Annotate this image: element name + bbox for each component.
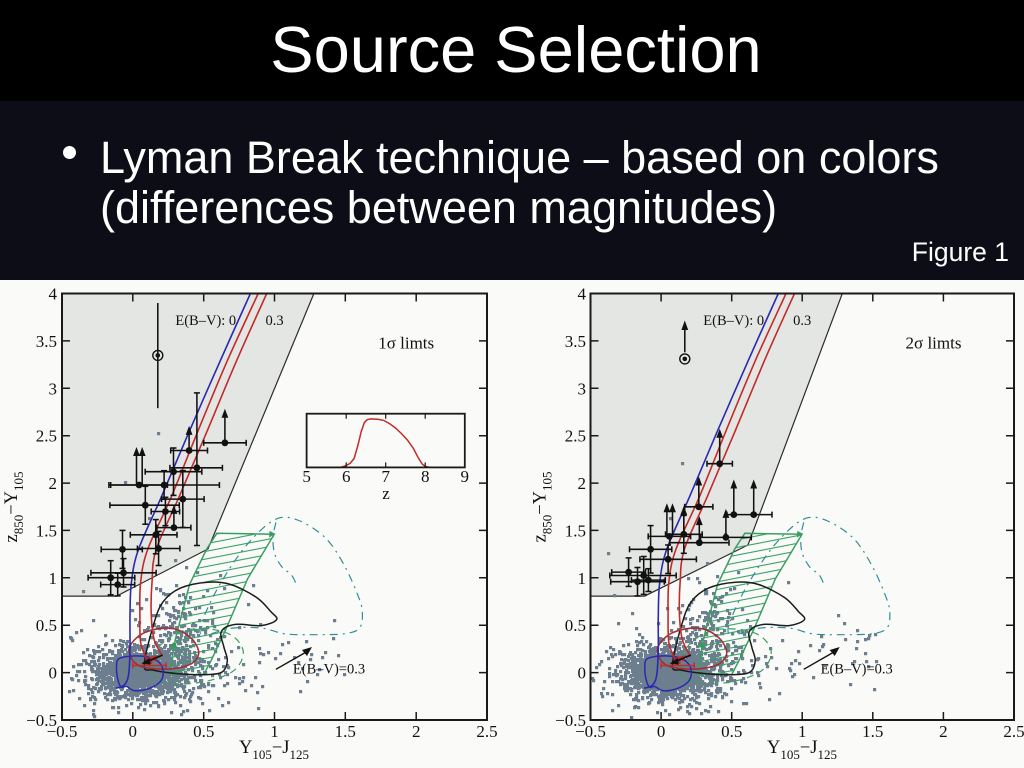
svg-text:−0.5: −0.5 — [555, 711, 586, 730]
svg-text:3.5: 3.5 — [36, 332, 57, 351]
svg-text:0: 0 — [657, 722, 666, 741]
svg-text:1: 1 — [49, 569, 58, 588]
svg-text:3.5: 3.5 — [565, 332, 586, 351]
svg-text:0.5: 0.5 — [565, 616, 586, 635]
svg-text:2.5: 2.5 — [1003, 722, 1024, 741]
svg-text:z850−Y105: z850−Y105 — [2, 471, 26, 542]
svg-text:−0.5: −0.5 — [47, 722, 78, 741]
svg-text:0: 0 — [49, 664, 58, 683]
svg-text:2: 2 — [578, 474, 587, 493]
svg-text:1: 1 — [578, 569, 587, 588]
svg-text:1σ limts: 1σ limts — [378, 334, 434, 353]
svg-text:0: 0 — [578, 664, 587, 683]
svg-text:Y105−J125: Y105−J125 — [767, 738, 837, 762]
svg-text:2.5: 2.5 — [36, 427, 57, 446]
svg-text:1: 1 — [798, 722, 807, 741]
svg-text:E(B–V): 0: E(B–V): 0 — [175, 313, 236, 329]
svg-text:0: 0 — [129, 722, 138, 741]
svg-text:2: 2 — [49, 474, 58, 493]
svg-text:6: 6 — [342, 467, 351, 486]
svg-text:7: 7 — [381, 467, 390, 486]
svg-text:2.5: 2.5 — [476, 722, 497, 741]
svg-text:0.5: 0.5 — [193, 722, 214, 741]
svg-text:3: 3 — [49, 379, 58, 398]
svg-text:z850−Y105: z850−Y105 — [531, 471, 555, 542]
svg-text:4: 4 — [578, 285, 587, 304]
svg-text:Y105−J125: Y105−J125 — [239, 738, 309, 762]
svg-text:−0.5: −0.5 — [26, 711, 57, 730]
svg-text:2: 2 — [412, 722, 421, 741]
svg-text:8: 8 — [421, 467, 430, 486]
svg-text:2.5: 2.5 — [565, 427, 586, 446]
svg-text:0.5: 0.5 — [721, 722, 742, 741]
svg-text:9: 9 — [461, 467, 470, 486]
svg-text:0.5: 0.5 — [36, 616, 57, 635]
svg-text:2σ limts: 2σ limts — [906, 334, 962, 353]
svg-text:0.3: 0.3 — [265, 313, 283, 329]
svg-text:E(B–V): 0: E(B–V): 0 — [703, 313, 764, 329]
svg-text:1.5: 1.5 — [565, 521, 586, 540]
svg-text:1: 1 — [270, 722, 279, 741]
svg-text:1.5: 1.5 — [335, 722, 356, 741]
svg-text:4: 4 — [49, 285, 58, 304]
svg-text:2: 2 — [939, 722, 948, 741]
svg-text:1.5: 1.5 — [36, 521, 57, 540]
svg-text:3: 3 — [578, 379, 587, 398]
svg-text:1.5: 1.5 — [862, 722, 883, 741]
svg-text:−0.5: −0.5 — [575, 722, 606, 741]
svg-text:0.3: 0.3 — [793, 313, 811, 329]
svg-text:5: 5 — [302, 467, 311, 486]
svg-text:E(B–V)=0.3: E(B–V)=0.3 — [293, 662, 365, 678]
svg-text:z: z — [382, 484, 390, 503]
svg-text:E(B–V)=0.3: E(B–V)=0.3 — [821, 662, 893, 678]
